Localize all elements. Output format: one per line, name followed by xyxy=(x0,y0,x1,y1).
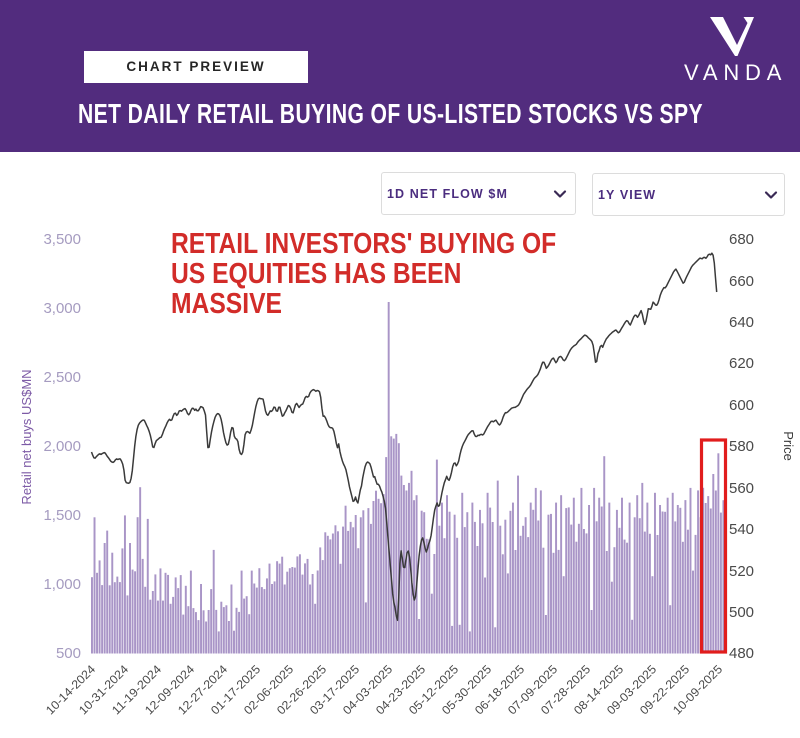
svg-text:660: 660 xyxy=(729,273,754,290)
svg-text:1,000: 1,000 xyxy=(43,576,81,593)
svg-text:580: 580 xyxy=(729,438,754,455)
svg-text:520: 520 xyxy=(729,563,754,580)
svg-text:1,500: 1,500 xyxy=(43,507,81,524)
svg-text:2,500: 2,500 xyxy=(43,369,81,386)
svg-text:620: 620 xyxy=(729,355,754,372)
svg-text:600: 600 xyxy=(729,397,754,414)
svg-text:3,000: 3,000 xyxy=(43,300,81,317)
svg-text:500: 500 xyxy=(56,645,81,662)
svg-text:640: 640 xyxy=(729,314,754,331)
svg-text:Price: Price xyxy=(781,431,796,461)
svg-text:560: 560 xyxy=(729,480,754,497)
svg-text:Retail net buys US$MN: Retail net buys US$MN xyxy=(19,369,34,504)
svg-text:680: 680 xyxy=(729,231,754,248)
svg-text:2,000: 2,000 xyxy=(43,438,81,455)
svg-text:3,500: 3,500 xyxy=(43,231,81,248)
svg-text:VANDA: VANDA xyxy=(684,60,787,85)
svg-text:480: 480 xyxy=(729,645,754,662)
svg-text:500: 500 xyxy=(729,604,754,621)
svg-text:540: 540 xyxy=(729,521,754,538)
